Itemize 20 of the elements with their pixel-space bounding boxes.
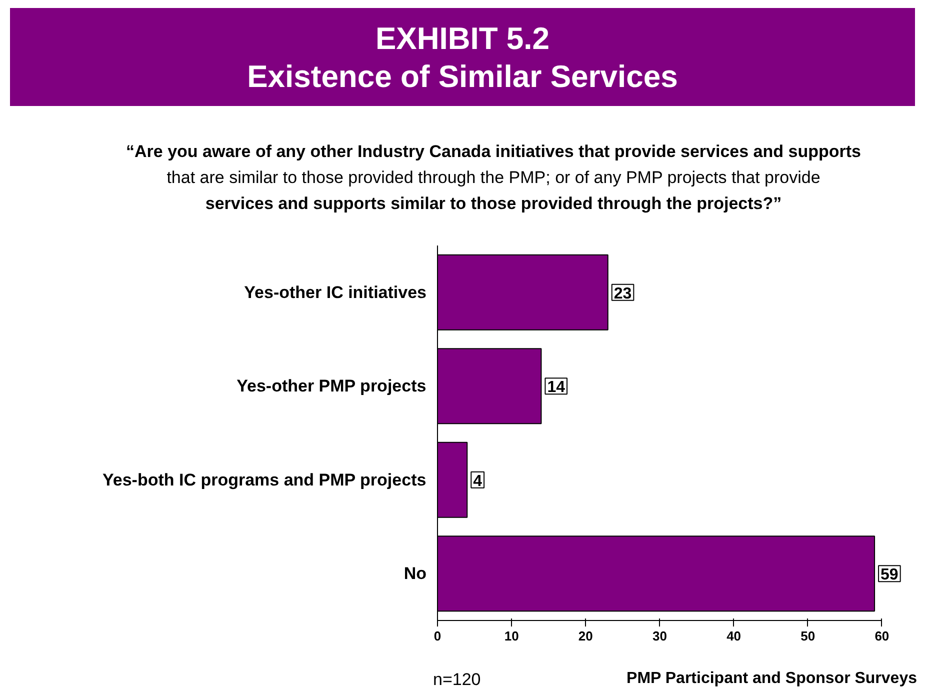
x-tick-label: 60: [874, 628, 890, 644]
chart-title: EXHIBIT 5.2: [376, 21, 550, 56]
x-tick-label: 40: [726, 628, 742, 644]
y-tick-label: Yes-other PMP projects: [236, 376, 426, 396]
x-tick-label: 10: [504, 628, 519, 644]
text: PMP Participant and Sponsor Surveys: [626, 669, 917, 689]
data-label: 23: [614, 285, 632, 302]
text: “Are you aware of any other Industry Canada initiatives that provide services and supports that are similar to those provided through the PMP; or of any PMP projects that provide services and supports similar to those provided through the projects?”: [125, 141, 862, 215]
data-label: 14: [547, 379, 566, 396]
x-tick-label: 20: [578, 628, 593, 644]
data-label: 59: [880, 566, 898, 584]
y-tick-label: No: [404, 564, 427, 584]
chart-subtitle: Existence of Similar Services: [247, 59, 678, 94]
x-tick-label: 0: [434, 628, 442, 644]
y-tick-label: Yes-other IC initiatives: [244, 282, 427, 302]
data-label: 4: [473, 472, 482, 490]
text: n=120: [433, 669, 481, 691]
y-tick-label: Yes-both IC programs and PMP projects: [102, 470, 426, 490]
x-tick-label: 30: [652, 628, 667, 644]
x-tick-label: 50: [800, 628, 816, 644]
